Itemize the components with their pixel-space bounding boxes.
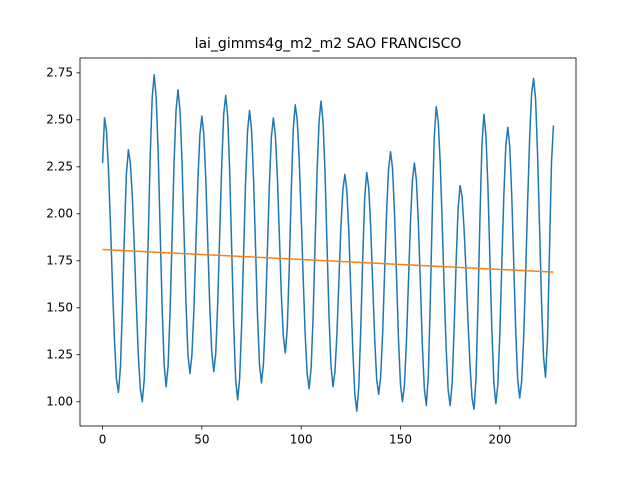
plot-frame: [79, 57, 577, 427]
x-tick-label: 200: [488, 433, 511, 447]
line: [102, 248, 554, 273]
y-tick-label: 2.50: [46, 112, 73, 126]
y-tick-label: 1.50: [46, 300, 73, 314]
y-tick-label: 1.75: [46, 253, 73, 267]
y-tick-label: 2.25: [46, 159, 73, 173]
x-tick-label: 150: [389, 433, 412, 447]
x-tick-label: 100: [290, 433, 313, 447]
y-tick-label: 2.00: [46, 206, 73, 220]
chart-title: lai_gimms4g_m2_m2 SAO FRANCISCO: [195, 36, 462, 52]
y-tick-label: 1.00: [46, 394, 73, 408]
y-tick-label: 1.25: [46, 347, 73, 361]
x-tick-label: 50: [194, 433, 209, 447]
line: [101, 73, 555, 412]
x-tick-label: 0: [99, 433, 107, 447]
y-tick-label: 2.75: [46, 65, 73, 79]
